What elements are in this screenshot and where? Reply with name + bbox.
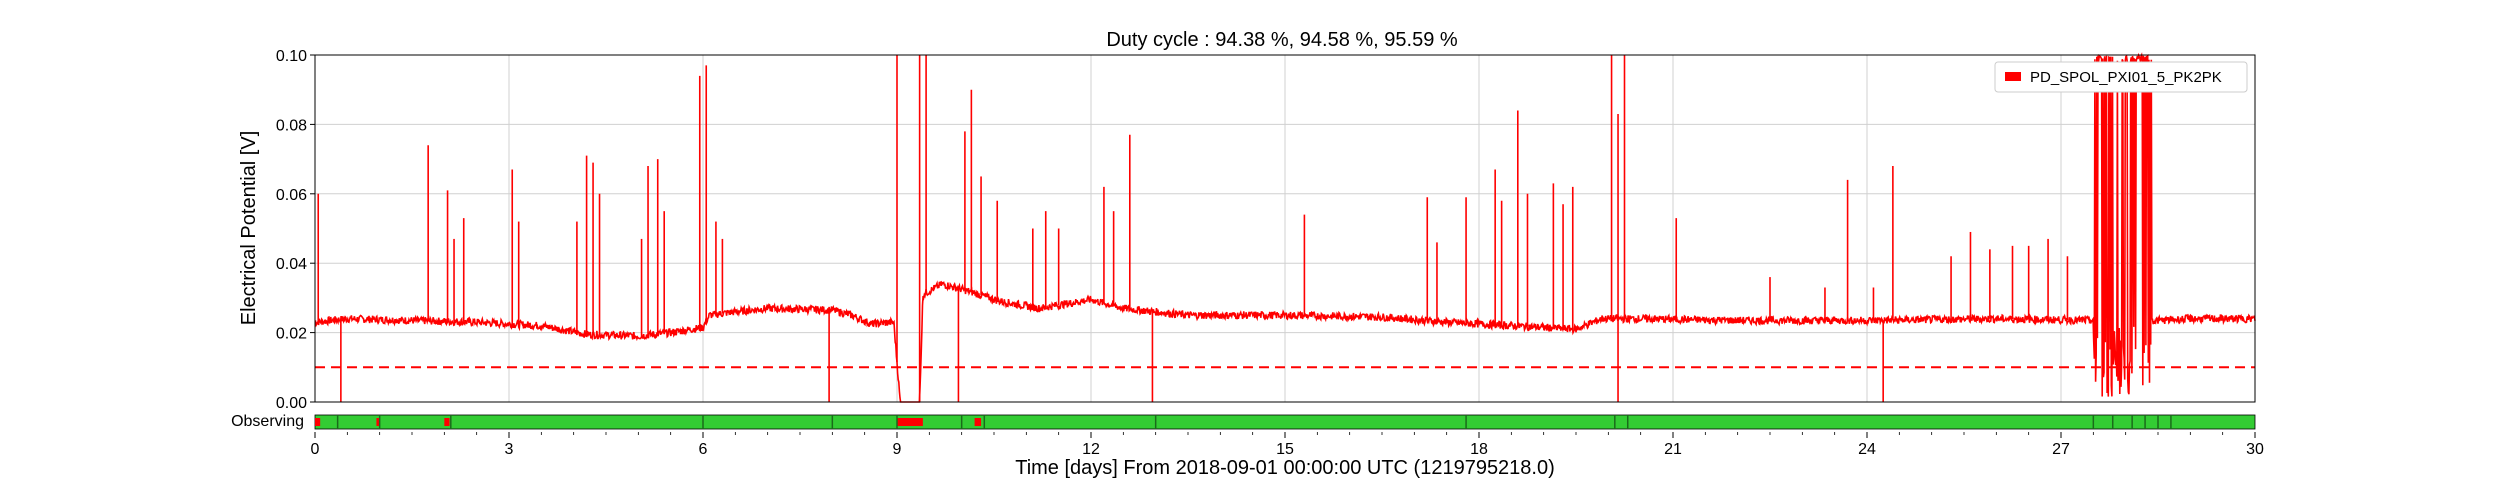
- series-line: [314, 52, 2256, 403]
- plot-frame: [314, 54, 2256, 403]
- observing-segment-bar: [314, 414, 2256, 430]
- grid: [314, 54, 2256, 403]
- x-tick-label: 24: [1858, 441, 1876, 458]
- x-tick-label: 12: [1082, 441, 1100, 458]
- segment-label: Observing: [231, 413, 304, 430]
- y-axis-ticks: 0.00 0.02 0.04 0.06 0.08 0.10: [276, 48, 315, 412]
- x-tick-label: 15: [1276, 441, 1294, 458]
- segment-gap: [376, 418, 380, 426]
- x-tick-label: 21: [1664, 441, 1682, 458]
- y-tick-label: 0.00: [276, 395, 307, 412]
- legend-box: [1994, 61, 2248, 93]
- y-tick-label: 0.08: [276, 117, 307, 134]
- x-axis-label: Time [days] From 2018-09-01 00:00:00 UTC…: [1015, 457, 1555, 479]
- spike-marks: [317, 55, 2069, 402]
- y-tick-label: 0.10: [276, 48, 307, 65]
- y-tick-label: 0.02: [276, 326, 307, 343]
- x-tick-label: 30: [2246, 441, 2264, 458]
- x-axis-ticks: 0 3 6 9 12 15 18 21 24 27 30: [311, 432, 2264, 458]
- segment-gap: [897, 418, 923, 426]
- segment-observing-fill: [314, 414, 2256, 430]
- y-axis-label: Electrical Potential [V]: [238, 131, 260, 326]
- x-tick-label: 9: [893, 441, 902, 458]
- y-tick-label: 0.06: [276, 187, 307, 204]
- x-tick-label: 0: [311, 441, 320, 458]
- legend-swatch: [2005, 72, 2021, 81]
- series-trace: [314, 52, 2256, 403]
- segment-gap: [974, 418, 982, 426]
- legend: PD_SPOL_PXI01_5_PK2PK: [1994, 61, 2248, 93]
- x-tick-label: 6: [699, 441, 708, 458]
- chart-title: Duty cycle : 94.38 %, 94.58 %, 95.59 %: [1106, 29, 1458, 51]
- segment-gap: [444, 418, 450, 426]
- y-tick-label: 0.04: [276, 256, 307, 273]
- legend-label: PD_SPOL_PXI01_5_PK2PK: [2030, 69, 2222, 86]
- x-tick-label: 27: [2052, 441, 2070, 458]
- x-tick-label: 18: [1470, 441, 1488, 458]
- x-tick-label: 3: [505, 441, 514, 458]
- segment-gap: [315, 418, 321, 426]
